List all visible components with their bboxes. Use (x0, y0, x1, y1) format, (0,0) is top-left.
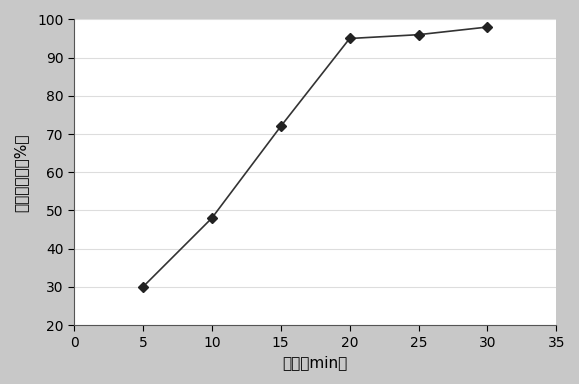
Y-axis label: 累积溶出度（%）: 累积溶出度（%） (14, 133, 29, 212)
X-axis label: 时间（min）: 时间（min） (283, 355, 348, 370)
